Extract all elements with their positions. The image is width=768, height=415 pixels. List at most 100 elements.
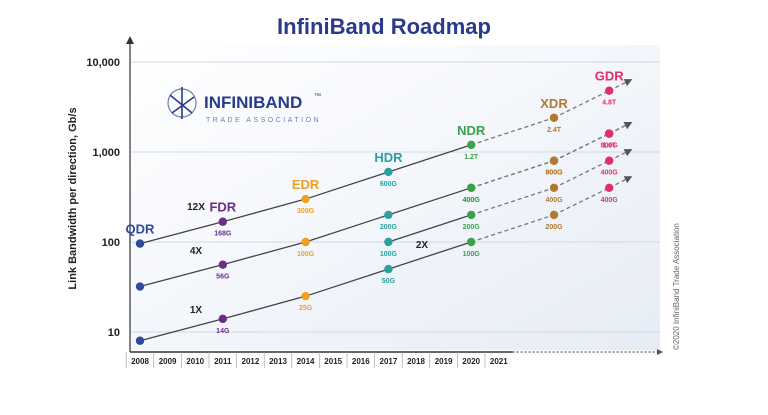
data-point: [467, 183, 476, 193]
data-point: [605, 129, 614, 138]
data-label: 200G: [380, 224, 398, 231]
series-line-4x: [470, 160, 555, 189]
data-point: [549, 113, 559, 122]
infiniband-logo: INFINIBAND ™ TRADE ASSOCIATION: [167, 87, 321, 124]
logo-subtitle: TRADE ASSOCIATION: [206, 117, 321, 124]
data-label: 100G: [380, 251, 398, 258]
plot-background: [130, 45, 660, 350]
series-line-4x: [139, 264, 223, 288]
series-lines: [139, 79, 633, 342]
series-line-1x: [553, 187, 610, 216]
data-label: 100G: [463, 251, 481, 258]
series-line-12x: [470, 117, 555, 146]
data-label: 400G: [463, 197, 481, 204]
series-line-12x: [305, 171, 389, 200]
data-point: [605, 86, 614, 95]
series-line-12x: [388, 144, 472, 173]
data-point: [549, 156, 559, 165]
data-labels: 168G300G600G1.2T2.4T4.8T400G800G1.6T56G1…: [126, 69, 625, 335]
data-label: 100G: [297, 251, 315, 258]
generation-label: QDR: [126, 222, 156, 237]
x-tick-label: 2019: [435, 357, 453, 366]
data-point: [384, 237, 393, 247]
data-point: [301, 291, 310, 301]
data-label: 56G: [216, 274, 230, 281]
data-point: [384, 264, 393, 274]
data-label: 400G: [601, 170, 619, 177]
data-label: 400G: [601, 197, 619, 204]
y-tick-label: 100: [102, 237, 120, 249]
data-label: 300G: [297, 208, 315, 215]
data-label: 14G: [216, 328, 230, 335]
data-point: [549, 183, 559, 193]
data-point: [384, 210, 393, 220]
series-line-4x: [553, 133, 610, 162]
x-tick-label: 2021: [490, 357, 508, 366]
data-point: [301, 237, 310, 247]
x-tick-label: 2013: [269, 357, 287, 366]
data-label: 1.6T: [602, 143, 617, 150]
series-line-1x: [470, 214, 555, 243]
generation-label: EDR: [292, 177, 320, 192]
series-line-4x: [388, 187, 472, 216]
x-tick-label: 2018: [407, 357, 425, 366]
generation-label: HDR: [374, 150, 403, 165]
data-point: [605, 156, 614, 165]
series-line-4x: [305, 214, 389, 243]
generation-label: NDR: [457, 123, 486, 138]
data-point: [135, 336, 145, 345]
data-label: 4.8T: [602, 100, 617, 107]
data-point: [467, 140, 476, 150]
data-point: [135, 282, 145, 291]
data-point: [301, 194, 310, 204]
x-tick-label: 2009: [159, 357, 177, 366]
x-tick-label: 2014: [297, 357, 315, 366]
x-tick-label: 2017: [380, 357, 398, 366]
width-label: 1X: [190, 305, 203, 316]
series-line-2x: [470, 187, 555, 216]
data-point: [135, 239, 145, 248]
data-label: 168G: [214, 231, 232, 238]
data-label: 200G: [463, 224, 481, 231]
y-tick-label: 1,000: [92, 147, 120, 159]
data-point: [384, 167, 393, 177]
data-point: [218, 217, 227, 226]
data-label: 200G: [545, 224, 563, 231]
series-line-12x: [553, 90, 610, 119]
data-point: [605, 183, 614, 193]
data-label: 800G: [545, 170, 563, 177]
logo-mark-icon: [167, 87, 197, 119]
data-point: [467, 237, 476, 247]
y-axis-label: Link Bandwidth per direction, Gb/s: [67, 107, 79, 289]
data-label: 600G: [380, 181, 398, 188]
y-tick-label: 10: [108, 327, 120, 339]
data-label: 2.4T: [547, 127, 562, 134]
data-label: 400G: [545, 197, 563, 204]
series-line-1x: [222, 295, 306, 320]
y-axis-arrow-icon: [126, 36, 134, 44]
data-point: [218, 260, 227, 269]
data-label: 400G: [463, 197, 481, 204]
data-label: 800G: [545, 170, 563, 177]
data-label: 25G: [299, 305, 313, 312]
x-tick-label: 2015: [324, 357, 342, 366]
generation-label: XDR: [540, 96, 568, 111]
data-label: 800G: [601, 143, 619, 150]
series-line-1x: [139, 318, 223, 342]
chart-title: InfiniBand Roadmap: [277, 14, 491, 39]
axes: 10 100 1,000 10,000 Link Bandwidth per direc…: [67, 36, 663, 368]
generation-label: GDR: [595, 69, 625, 84]
y-tick-label: 10,000: [86, 57, 120, 69]
x-tick-label: 2020: [462, 357, 480, 366]
data-point: [218, 314, 227, 324]
x-tick-label: 2016: [352, 357, 370, 366]
series-line-2x: [553, 160, 610, 189]
x-tick-label: 2010: [186, 357, 204, 366]
series-line-1x: [305, 268, 389, 297]
data-label: 1.2T: [464, 154, 479, 161]
data-points: [135, 86, 614, 345]
logo-wordmark: INFINIBAND: [204, 93, 302, 112]
data-point: [549, 210, 559, 220]
logo-tm: ™: [314, 93, 321, 100]
